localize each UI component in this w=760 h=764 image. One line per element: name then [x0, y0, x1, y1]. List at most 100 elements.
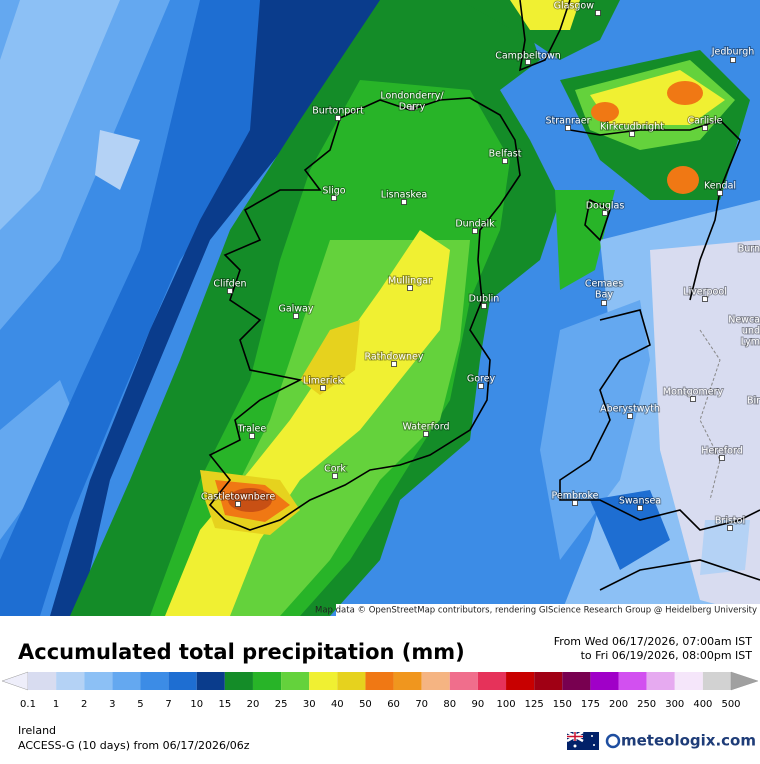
city-marker — [331, 195, 337, 201]
city-marker — [235, 501, 241, 507]
city-label: Galway — [278, 304, 313, 315]
city-label: Limerick — [303, 376, 344, 387]
scale-label: 0.1 — [20, 699, 36, 710]
scale-box — [590, 672, 619, 690]
city-marker — [525, 59, 531, 65]
legend-title: Accumulated total precipitation (mm) — [18, 640, 465, 664]
scale-label: 5 — [137, 699, 143, 710]
city-label: Cork — [324, 464, 346, 475]
city-marker — [730, 57, 736, 63]
scale-label: 60 — [387, 699, 400, 710]
coastline — [208, 0, 760, 591]
city-marker — [249, 433, 255, 439]
city-label: Burn — [738, 244, 760, 255]
scale-box — [674, 672, 703, 690]
city-label: Swansea — [619, 496, 661, 507]
scale-label: 1 — [53, 699, 59, 710]
city-marker — [407, 285, 413, 291]
city-marker — [572, 500, 578, 506]
scale-label: 20 — [247, 699, 260, 710]
city-label: Douglas — [586, 201, 625, 212]
city-label: Bristol — [715, 516, 745, 527]
city-marker — [629, 131, 635, 137]
city-marker — [502, 158, 508, 164]
city-marker — [727, 525, 733, 531]
scale-label: 250 — [637, 699, 656, 710]
city-marker — [332, 473, 338, 479]
city-marker — [401, 199, 407, 205]
scale-box — [84, 672, 113, 690]
city-marker — [409, 105, 415, 111]
city-label: Derry — [399, 102, 426, 113]
city-marker — [602, 210, 608, 216]
scale-box — [506, 672, 535, 690]
attribution: Map data © OpenStreetMap contributors, r… — [315, 606, 757, 616]
scale-label: 500 — [721, 699, 740, 710]
scale-box — [28, 672, 57, 690]
scale-box — [534, 672, 563, 690]
scale-box — [309, 672, 338, 690]
city-label: Londonderry/ — [380, 91, 444, 102]
city-marker — [478, 383, 484, 389]
scale-label: 2 — [81, 699, 87, 710]
city-label: Lisnaskea — [381, 190, 428, 201]
city-label: Dublin — [469, 294, 500, 305]
city-marker — [717, 190, 723, 196]
city-label: Clifden — [213, 279, 246, 290]
city-marker — [423, 431, 429, 437]
scale-label: 175 — [581, 699, 600, 710]
scale-label: 50 — [359, 699, 372, 710]
city-label: Castletownbere — [201, 492, 276, 503]
model-run: ACCESS-G (10 days) from 06/17/2026/06z — [18, 739, 250, 752]
city-marker — [690, 396, 696, 402]
city-label: Lym — [741, 337, 760, 348]
city-marker — [472, 228, 478, 234]
city-label: Kirkcudbright — [600, 122, 664, 133]
scale-label: 10 — [190, 699, 203, 710]
scale-box — [449, 672, 478, 690]
scale-label: 90 — [472, 699, 485, 710]
period-end: to Fri 06/19/2026, 08:00pm IST — [581, 649, 753, 662]
city-marker — [293, 313, 299, 319]
city-marker — [702, 125, 708, 131]
city-label: Newca — [728, 315, 760, 326]
city-marker — [637, 505, 643, 511]
city-label: Campbeltown — [495, 51, 561, 62]
city-label: und — [742, 326, 760, 337]
scale-label: 80 — [443, 699, 456, 710]
scale-box — [421, 672, 450, 690]
city-marker — [227, 288, 233, 294]
city-label: Glasgow — [554, 1, 595, 12]
scale-label: 30 — [303, 699, 316, 710]
scale-arrow-low — [1, 671, 29, 691]
scale-label: 400 — [693, 699, 712, 710]
city-label: Jedburgh — [711, 47, 755, 58]
city-label: Belfast — [489, 149, 522, 160]
brand: meteologix.com — [621, 732, 756, 750]
city-marker — [702, 296, 708, 302]
precip-map: Glasgow Campbeltown Jedburgh Londonderry/De… — [0, 0, 760, 616]
city-label: Bir — [747, 396, 760, 407]
city-marker — [627, 413, 633, 419]
scale-box — [56, 672, 85, 690]
scale-box — [618, 672, 647, 690]
scale-box — [365, 672, 394, 690]
scale-label: 25 — [275, 699, 288, 710]
region: Ireland — [18, 724, 56, 737]
city-marker — [320, 385, 326, 391]
scale-label: 3 — [109, 699, 115, 710]
scale-arrow-high — [730, 671, 759, 691]
city-label: Mullingar — [388, 276, 432, 287]
logo-mark — [605, 733, 621, 749]
city-label: Bay — [595, 290, 613, 301]
scale-box — [140, 672, 169, 690]
scale-box — [562, 672, 591, 690]
city-labels: Glasgow Campbeltown Jedburgh Londonderry/De… — [200, 0, 760, 531]
city-marker — [335, 115, 341, 121]
city-label: Tralee — [237, 424, 267, 435]
scale-label: 200 — [609, 699, 628, 710]
city-label: Montgomery — [663, 387, 724, 398]
city-label: Liverpool — [683, 287, 727, 298]
city-label: Gorey — [467, 374, 496, 385]
